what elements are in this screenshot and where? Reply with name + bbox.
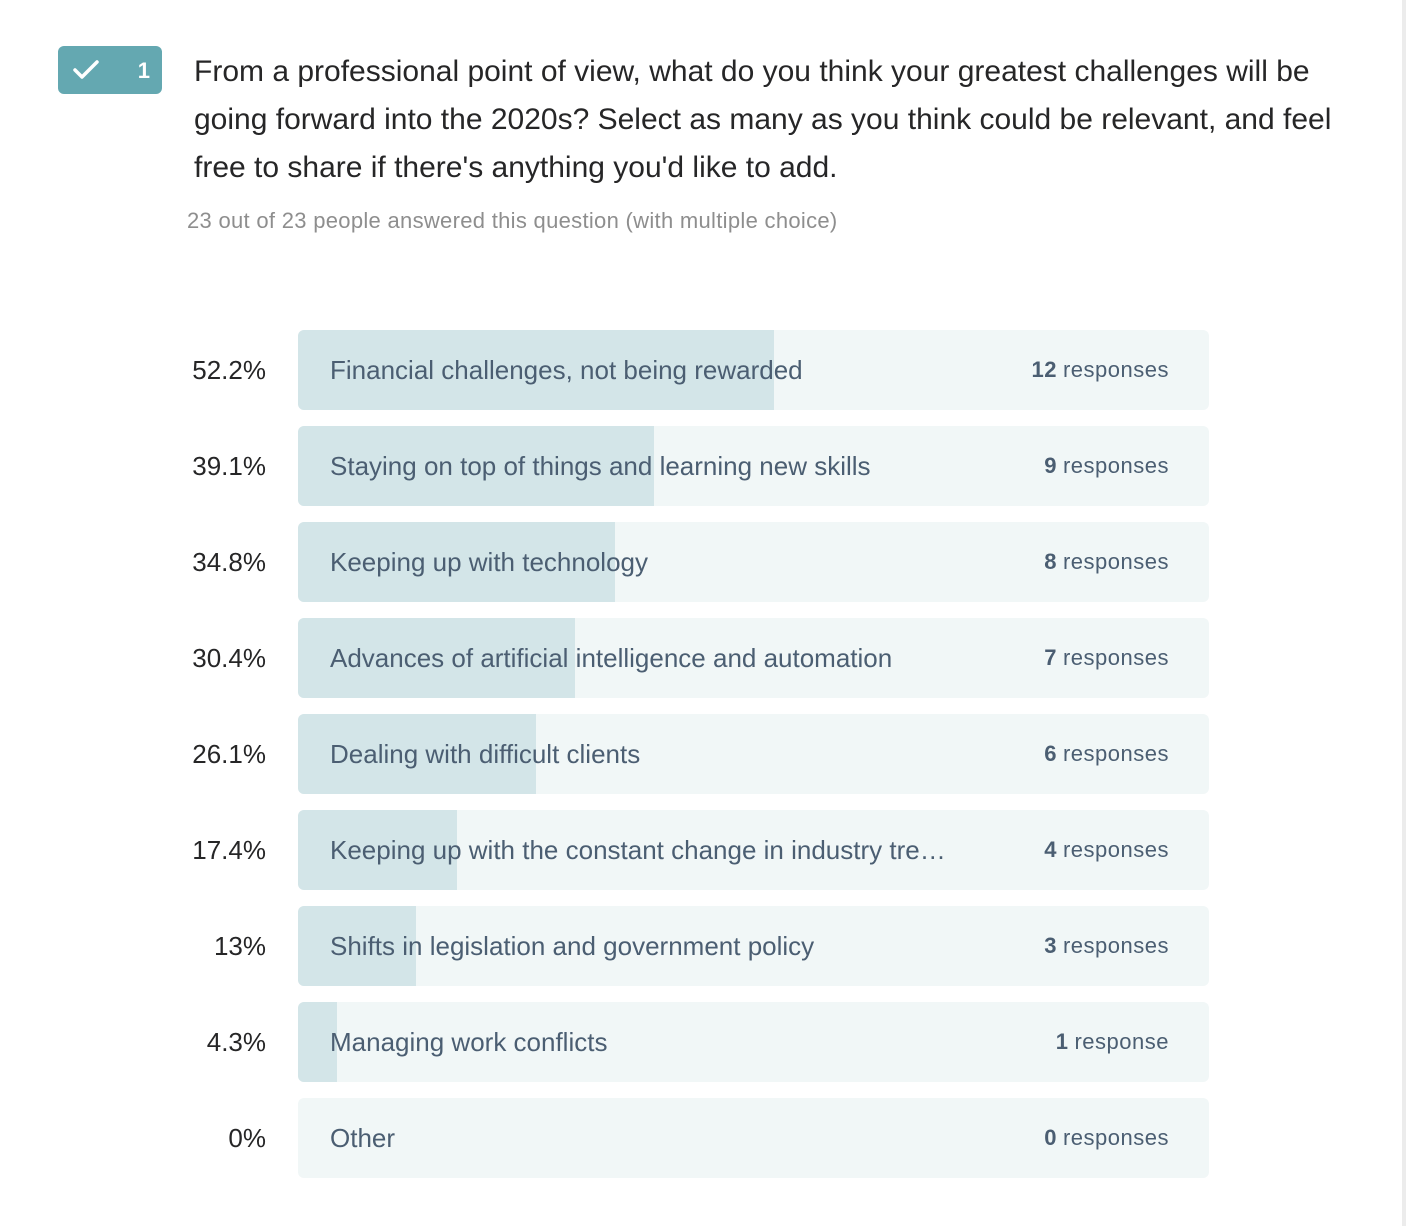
percent-label: 30.4% <box>192 643 266 673</box>
scrollbar[interactable] <box>1402 0 1406 1226</box>
result-row: 30.4% Advances of artificial intelligenc… <box>0 618 1406 698</box>
option-label: Dealing with difficult clients <box>330 739 641 769</box>
result-row: 34.8% Keeping up with technology 8 respon… <box>0 522 1406 602</box>
result-row: 17.4% Keeping up with the constant chang… <box>0 810 1406 890</box>
result-bar-fill <box>298 1002 338 1082</box>
response-count: 1 response <box>1056 1002 1169 1082</box>
percent-label: 13% <box>213 931 266 961</box>
question-badge: 1 <box>58 46 162 94</box>
result-bar-fill <box>298 618 575 698</box>
result-bar-fill <box>298 714 536 794</box>
option-label: Shifts in legislation and government pol… <box>330 931 815 961</box>
percent-label: 4.3% <box>206 1027 266 1057</box>
result-bar-fill <box>298 330 774 410</box>
count-value: 7 <box>1044 645 1057 670</box>
count-unit: responses <box>1062 741 1169 766</box>
response-count: 12 responses <box>1032 330 1170 410</box>
result-row: 0% Other 0 responses <box>0 1098 1406 1178</box>
count-value: 8 <box>1044 549 1057 574</box>
result-bar: Dealing with difficult clients 6 response… <box>298 714 1209 794</box>
result-bar-fill <box>298 810 457 890</box>
count-value: 6 <box>1044 741 1057 766</box>
question-title: From a professional point of view, what … <box>194 55 1332 184</box>
result-bar: Shifts in legislation and government pol… <box>298 906 1209 986</box>
response-count: 4 responses <box>1044 810 1169 890</box>
result-bar-fill <box>298 906 417 986</box>
option-label: Financial challenges, not being rewarded <box>330 355 803 385</box>
count-value: 1 <box>1055 1029 1069 1054</box>
count-value: 3 <box>1044 933 1057 958</box>
count-unit: responses <box>1062 1125 1169 1150</box>
option-label: Managing work conflicts <box>330 1027 608 1057</box>
count-value: 9 <box>1044 453 1057 478</box>
percent-label: 26.1% <box>192 739 266 769</box>
option-label: Keeping up with the constant change in i… <box>330 835 946 865</box>
result-bar-fill <box>298 522 616 602</box>
response-count: 6 responses <box>1044 714 1169 794</box>
response-count: 8 responses <box>1044 522 1169 602</box>
count-unit: responses <box>1062 837 1169 862</box>
result-bar: Staying on top of things and learning ne… <box>298 426 1209 506</box>
count-value: 12 <box>1031 357 1057 382</box>
percent-label: 34.8% <box>192 547 266 577</box>
percent-label: 52.2% <box>192 355 266 385</box>
result-row: 13% Shifts in legislation and government… <box>0 906 1406 986</box>
result-row: 52.2% Financial challenges, not being re… <box>0 330 1406 410</box>
count-unit: response <box>1074 1029 1169 1054</box>
count-unit: responses <box>1062 453 1169 478</box>
response-count: 0 responses <box>1044 1098 1169 1178</box>
result-bar: Managing work conflicts 1 response <box>298 1002 1209 1082</box>
percent-label: 17.4% <box>192 835 266 865</box>
result-bar: Advances of artificial intelligence and … <box>298 618 1209 698</box>
count-value: 0 <box>1044 1125 1057 1150</box>
percent-label: 0% <box>228 1123 266 1153</box>
question-number: 1 <box>137 58 150 83</box>
percent-label: 39.1% <box>192 451 266 481</box>
result-row: 4.3% Managing work conflicts 1 response <box>0 1002 1406 1082</box>
response-count: 9 responses <box>1044 426 1169 506</box>
result-bar: Keeping up with the constant change in i… <box>298 810 1209 890</box>
option-label: Advances of artificial intelligence and … <box>330 643 893 673</box>
check-icon <box>73 60 99 79</box>
count-unit: responses <box>1062 933 1169 958</box>
result-bar: Other 0 responses <box>298 1098 1209 1178</box>
result-row: 26.1% Dealing with difficult clients 6 re… <box>0 714 1406 794</box>
count-unit: responses <box>1062 549 1169 574</box>
count-value: 4 <box>1044 837 1057 862</box>
option-label: Other <box>330 1123 396 1153</box>
response-count: 7 responses <box>1044 618 1169 698</box>
result-row: 39.1% Staying on top of things and learn… <box>0 426 1406 506</box>
result-bar: Keeping up with technology 8 responses <box>298 522 1209 602</box>
option-label: Staying on top of things and learning ne… <box>330 451 871 481</box>
count-unit: responses <box>1062 645 1169 670</box>
result-bar: Financial challenges, not being rewarded… <box>298 330 1209 410</box>
question-subtitle: 23 out of 23 people answered this questi… <box>187 208 838 233</box>
response-count: 3 responses <box>1044 906 1169 986</box>
option-label: Keeping up with technology <box>330 547 649 577</box>
count-unit: responses <box>1062 357 1169 382</box>
result-bar-fill <box>298 426 655 506</box>
